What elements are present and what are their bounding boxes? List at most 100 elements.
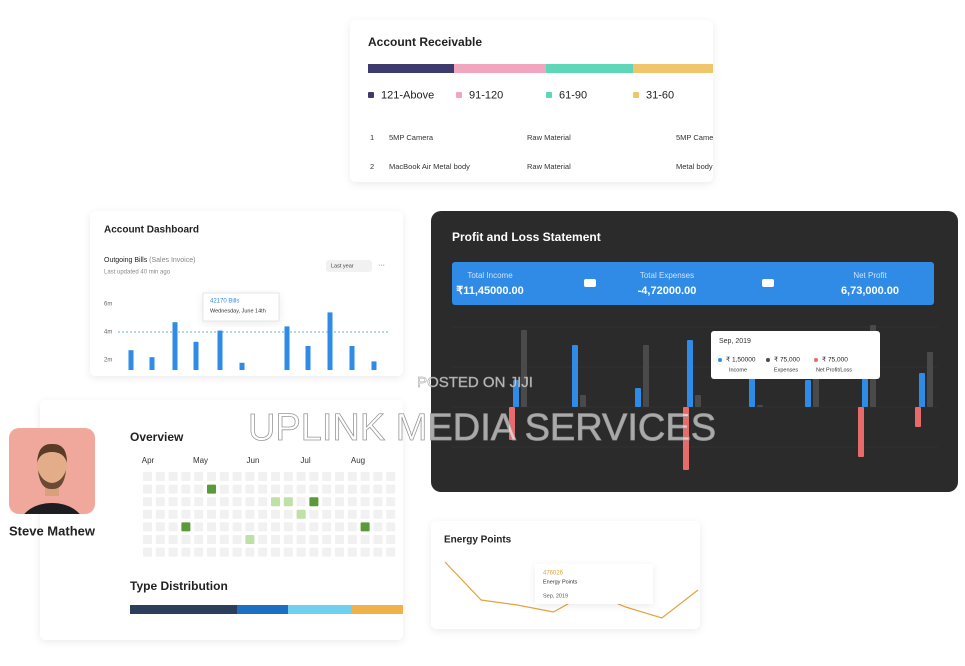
bar: [217, 330, 223, 370]
heat-cell: [181, 535, 191, 544]
heat-cell: [232, 497, 242, 507]
type-segment: [237, 605, 288, 614]
heat-cell: [194, 497, 204, 507]
heat-cell: [155, 484, 165, 494]
heat-cell: [309, 509, 319, 519]
bar: [239, 362, 245, 370]
heat-cell: [181, 484, 191, 494]
heat-cell: [168, 497, 178, 507]
heat-cell: [335, 509, 344, 519]
heat-cell: [322, 472, 332, 481]
heat-cell: [271, 472, 280, 481]
heat-cell: [360, 547, 370, 557]
heat-cell: [181, 472, 191, 481]
heat-cell: [143, 509, 152, 519]
heat-cell: [283, 522, 293, 532]
menu[interactable]: ···: [378, 262, 385, 269]
watermark-large: UPLINK MEDIA SERVICES: [248, 407, 716, 449]
heat-cell: [271, 547, 280, 557]
tooltip-label: Energy Points: [543, 579, 577, 585]
bar: [635, 388, 641, 407]
tooltip-value: ₹ 75,000: [774, 356, 800, 364]
heat-cell: [360, 497, 370, 507]
filter-dropdown[interactable]: [326, 260, 372, 272]
heat-cell: [245, 547, 255, 557]
heat-cell: [245, 472, 255, 481]
bar: [749, 372, 755, 407]
tooltip-label: Net Profit/Loss: [816, 367, 852, 373]
heat-cell: [219, 522, 229, 532]
bar: [193, 341, 199, 370]
aging-segment: [368, 64, 454, 73]
month-label: Jul: [300, 456, 310, 465]
card-title: Account Dashboard: [104, 225, 199, 236]
y-tick-label: 6m: [104, 302, 112, 308]
table-cell: 2: [370, 162, 374, 171]
bar: [149, 357, 155, 370]
heat-cell: [271, 509, 280, 519]
summary-sep: [584, 279, 596, 287]
legend-label: 121-Above: [381, 89, 434, 101]
heat-cell: [271, 522, 280, 532]
heat-cell: [194, 535, 204, 544]
tooltip-value: 42170 Bills: [210, 299, 239, 305]
heat-cell: [347, 547, 357, 557]
heat-cell: [207, 472, 216, 481]
bar: [805, 380, 811, 407]
heat-cell: [335, 484, 344, 494]
heat-cell: [207, 522, 216, 532]
heat-cell: [258, 497, 268, 507]
bar: [128, 350, 134, 370]
heat-cell: [258, 509, 268, 519]
heat-cell: [360, 484, 370, 494]
tooltip-date: Wednesday, June 14th: [210, 308, 266, 314]
card-title: Type Distribution: [130, 579, 228, 593]
bar: [858, 407, 864, 457]
heat-cell: [386, 547, 396, 557]
summary-label: Total Income: [467, 271, 513, 280]
heat-cell: [245, 497, 255, 507]
heat-cell: [322, 522, 332, 532]
heat-cell: [155, 535, 165, 544]
month-label: May: [193, 456, 208, 465]
heat-cell: [386, 484, 396, 494]
heat-cell: [155, 522, 165, 532]
heat-cell: [168, 547, 178, 557]
y-tick-label: 2m: [104, 358, 112, 364]
heat-cell: [143, 484, 152, 494]
heat-cell: [168, 472, 178, 481]
heat-cell-active: [271, 497, 280, 507]
bar: [643, 345, 649, 407]
bar: [172, 322, 178, 370]
table-cell: 1: [370, 133, 374, 142]
heat-cell: [322, 509, 332, 519]
heat-cell: [245, 509, 255, 519]
heat-cell: [386, 509, 396, 519]
type-segment: [130, 605, 237, 614]
heat-cell: [194, 472, 204, 481]
profile: Steve Mathew: [9, 428, 96, 538]
summary-value: -4,72000.00: [638, 285, 697, 297]
heat-cell: [309, 484, 319, 494]
heat-cell: [258, 547, 268, 557]
heat-cell-active: [309, 497, 319, 507]
heat-cell: [296, 522, 306, 532]
card-title: Account Receivable: [368, 35, 482, 49]
heat-cell: [232, 535, 242, 544]
bar: [919, 373, 925, 407]
y-tick-label: 4m: [104, 330, 112, 336]
table-cell: 5MP Camera: [389, 133, 434, 142]
heat-cell: [283, 484, 293, 494]
heat-cell: [335, 472, 344, 481]
profile-name: Steve Mathew: [9, 523, 96, 538]
heat-cell: [232, 472, 242, 481]
tooltip-date: Sep, 2019: [719, 338, 751, 345]
heat-cell: [386, 535, 396, 544]
heat-cell: [194, 509, 204, 519]
heat-cell: [219, 497, 229, 507]
legend-swatch: [546, 92, 552, 98]
heat-cell: [245, 522, 255, 532]
table-cell: MacBook Air Metal body: [389, 162, 470, 171]
heat-cell: [155, 497, 165, 507]
